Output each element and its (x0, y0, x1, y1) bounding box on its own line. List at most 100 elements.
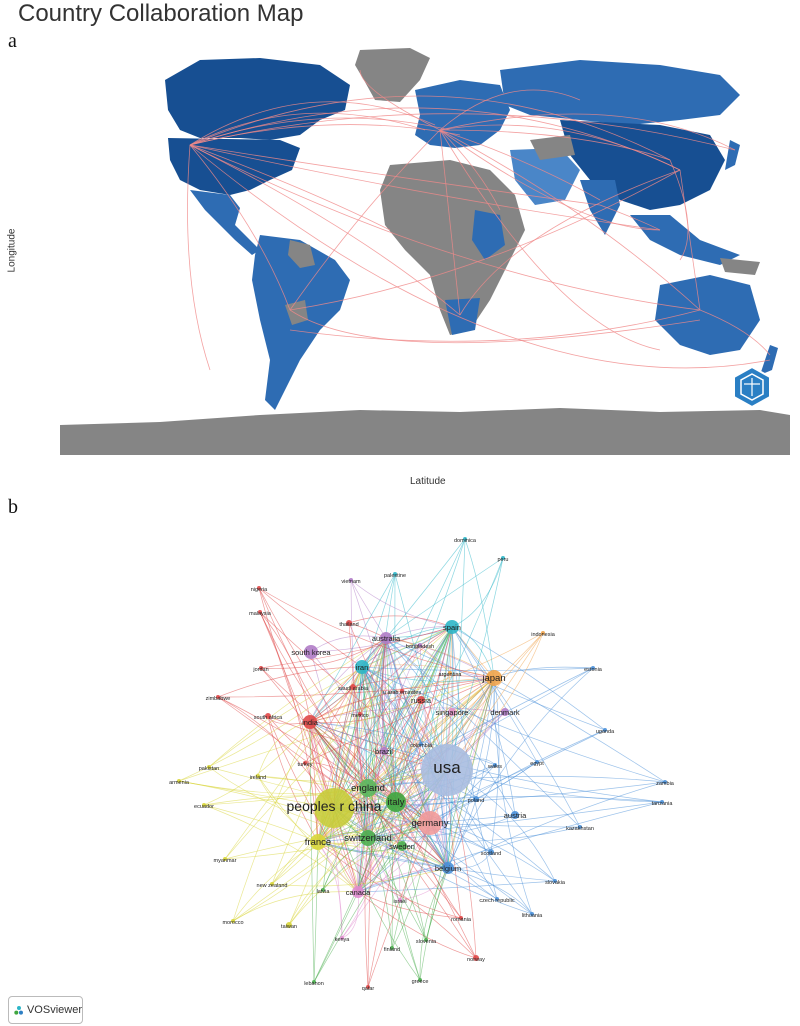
node-spain[interactable] (445, 620, 459, 634)
edge-canada-spain (357, 626, 453, 893)
node-qatar[interactable] (366, 985, 370, 989)
node-france[interactable] (310, 834, 326, 850)
node-armenia[interactable] (177, 779, 181, 783)
node-usa[interactable] (421, 744, 473, 796)
node-singapore[interactable] (448, 708, 456, 716)
node-morocco[interactable] (231, 919, 235, 923)
node-nigeria[interactable] (257, 586, 261, 590)
node-poland[interactable] (473, 796, 479, 802)
node-lebanon[interactable] (312, 980, 316, 984)
edge-morocco-india (232, 721, 311, 922)
node-denmark[interactable] (501, 708, 509, 716)
panel-label-b: b (8, 496, 18, 518)
land-russia (500, 60, 740, 125)
node-uganda[interactable] (603, 728, 607, 732)
node-italy[interactable] (386, 792, 406, 812)
node-greece[interactable] (418, 978, 422, 982)
node-new-zealand[interactable] (270, 882, 274, 886)
land-png (720, 258, 760, 275)
edge-slovakia-canada (357, 880, 556, 893)
vosviewer-logo-text: VOSviewer (26, 1004, 82, 1016)
edge-mexico-australia (358, 637, 387, 715)
node-australia[interactable] (380, 632, 392, 644)
node-mexico[interactable] (358, 712, 362, 716)
node-scotland[interactable] (488, 849, 494, 855)
edge-dominica-belgium (447, 538, 466, 869)
node-south-korea[interactable] (304, 645, 318, 659)
node-vietnam[interactable] (349, 578, 353, 582)
node-slovenia[interactable] (424, 938, 428, 942)
node-ireland[interactable] (256, 774, 260, 778)
node-zimbabwe[interactable] (216, 695, 220, 699)
node-germany[interactable] (418, 811, 442, 835)
edge-pakistan-spain (208, 626, 453, 768)
node-israel[interactable] (398, 898, 402, 902)
node-england[interactable] (359, 779, 377, 797)
node-peru[interactable] (501, 556, 505, 560)
node-ecuador[interactable] (202, 803, 206, 807)
node-south-africa[interactable] (265, 713, 271, 719)
node-label-lebanon: lebanon (304, 981, 324, 987)
edge-armenia-england (178, 780, 369, 795)
node-colombia[interactable] (419, 742, 423, 746)
node-iran[interactable] (355, 660, 369, 674)
collaboration-links (187, 69, 771, 371)
node-russia[interactable] (417, 696, 425, 704)
node-bangladesh[interactable] (418, 643, 422, 647)
node-label-sweden: sweden (389, 842, 415, 851)
node-romania[interactable] (459, 916, 463, 920)
node-label-scotland: scotland (481, 851, 502, 857)
node-kazakhstan[interactable] (578, 825, 582, 829)
node-latvia[interactable] (321, 888, 325, 892)
edge-indonesia-india (309, 632, 544, 723)
node-u-arab-emirates[interactable] (400, 689, 404, 693)
node-label-colombia: colombia (410, 743, 433, 749)
node-finland[interactable] (390, 946, 394, 950)
node-taiwan[interactable] (286, 922, 292, 928)
edge-dominica-iran (361, 538, 466, 668)
node-label-finland: finland (384, 947, 400, 953)
node-label-ecuador: ecuador (194, 804, 214, 810)
node-saudi-arabia[interactable] (350, 684, 356, 690)
node-dominica[interactable] (463, 537, 467, 541)
node-pakistan[interactable] (207, 765, 211, 769)
node-thailand[interactable] (346, 620, 352, 626)
node-wales[interactable] (493, 763, 497, 767)
edge-kenya-canada (341, 891, 359, 939)
node-malaysia[interactable] (258, 610, 262, 614)
node-czech-republic[interactable] (495, 897, 499, 901)
node-egypt[interactable] (535, 760, 539, 764)
node-slovakia[interactable] (553, 879, 557, 883)
node-austria[interactable] (511, 811, 519, 819)
edge-u-arab-emirates-india (309, 690, 403, 723)
node-indonesia[interactable] (541, 631, 545, 635)
panel-label-a: a (8, 30, 17, 52)
node-japan[interactable] (486, 670, 502, 686)
node-belgium[interactable] (442, 862, 454, 874)
node-kenya[interactable] (340, 936, 344, 940)
node-peoples-r-china[interactable] (314, 788, 354, 828)
node-brazil[interactable] (380, 747, 388, 755)
edge-kenya-italy (341, 801, 397, 939)
edge-dominica-peoples-r-china (333, 538, 466, 809)
node-switzerland[interactable] (360, 830, 376, 846)
node-turkey[interactable] (303, 761, 307, 765)
node-canada[interactable] (352, 886, 364, 898)
node-jordan[interactable] (259, 666, 263, 670)
node-label-mexico: mexico (351, 713, 368, 719)
node-sweden[interactable] (397, 841, 407, 851)
node-label-turkey: turkey (298, 762, 313, 768)
node-myanmar[interactable] (223, 857, 227, 861)
edge-taiwan-australia (288, 637, 387, 926)
node-india[interactable] (303, 715, 317, 729)
node-norway[interactable] (473, 955, 479, 961)
node-lithuania[interactable] (530, 912, 534, 916)
land-southeast-asia (630, 215, 740, 265)
node-estonia[interactable] (591, 666, 595, 670)
edge-taiwan-switzerland (288, 837, 369, 926)
node-zambia[interactable] (663, 780, 667, 784)
node-argentina[interactable] (448, 671, 452, 675)
node-tanzania[interactable] (660, 800, 664, 804)
node-palestine[interactable] (393, 572, 397, 576)
edge-norway-canada (357, 891, 477, 959)
